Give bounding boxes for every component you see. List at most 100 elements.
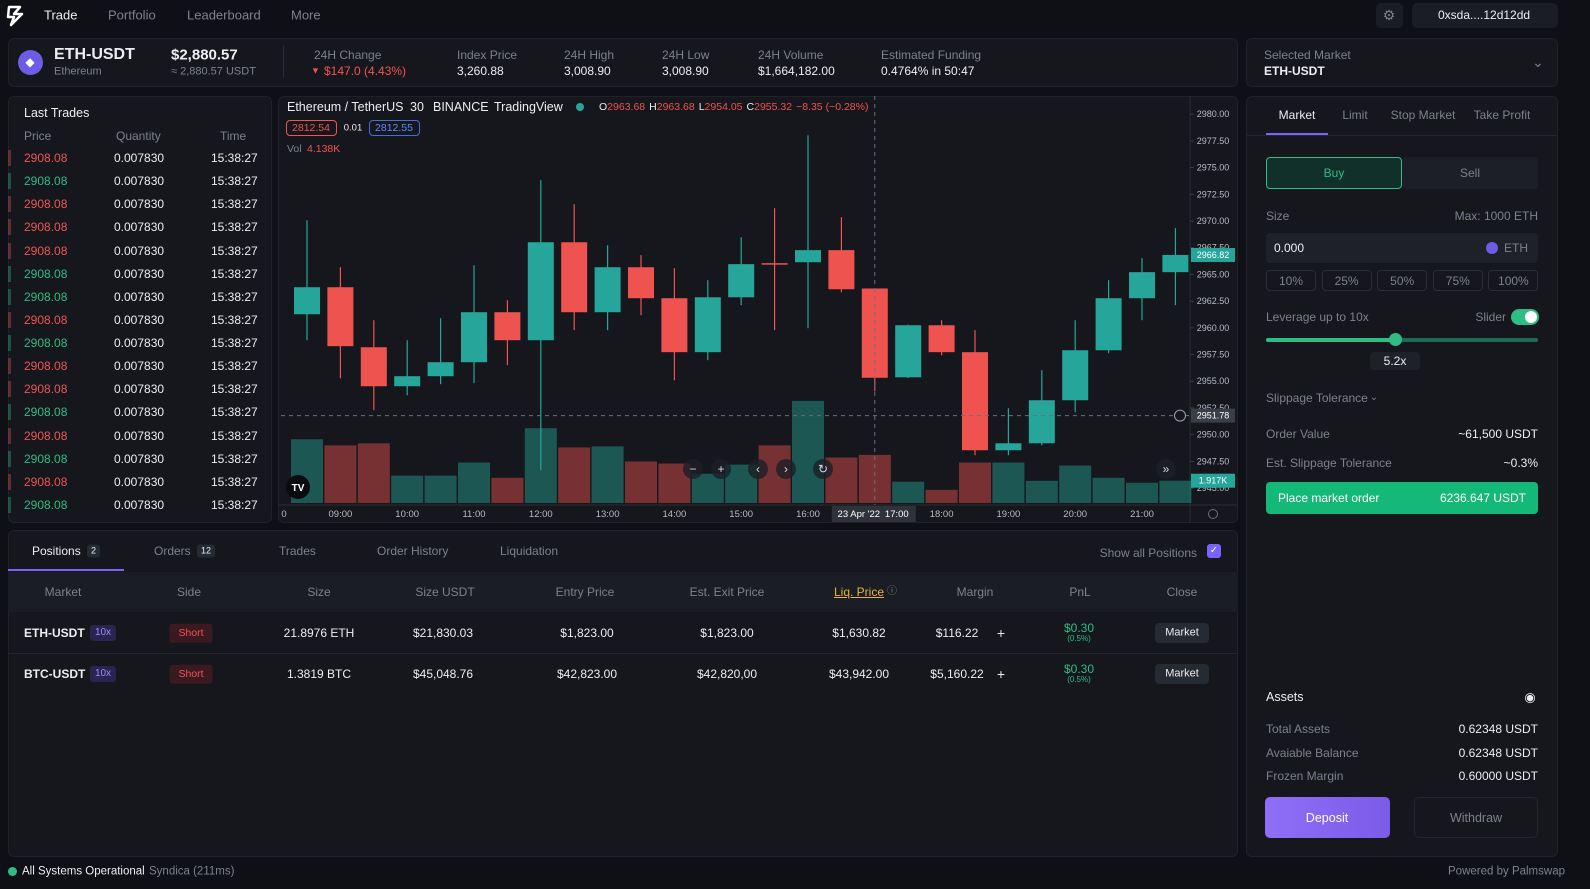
show-all-checkbox[interactable] [1207, 544, 1221, 558]
trade-quantity: 0.007830 [114, 359, 165, 374]
order-tab[interactable]: Stop Market [1390, 108, 1456, 122]
price-button[interactable] [286, 120, 337, 136]
volume-bar [1092, 477, 1125, 503]
settings-button[interactable] [1376, 3, 1403, 28]
candle-body [1162, 254, 1189, 273]
volume-bar [792, 400, 824, 503]
close-button[interactable] [1155, 664, 1209, 684]
close-button[interactable] [1155, 623, 1209, 643]
leverage-thumb[interactable] [1389, 333, 1402, 346]
volume-bar [491, 477, 524, 503]
tab[interactable]: Liquidation [500, 544, 559, 558]
percent-button[interactable] [1377, 270, 1428, 291]
asset-value: 0.62348 USDT [1458, 745, 1538, 760]
column-header[interactable]: Liq. Price [833, 585, 885, 599]
eye-icon[interactable]: ◉ [1524, 689, 1536, 705]
column-header: Time [220, 129, 247, 143]
volume-bar [591, 446, 624, 503]
tab[interactable]: Trades [279, 544, 316, 558]
market-selector[interactable] [1246, 38, 1558, 87]
order-tab[interactable]: Market [1278, 108, 1316, 122]
nav-item[interactable]: More [291, 7, 321, 23]
percent-label: 10% [1278, 274, 1304, 288]
sell-button[interactable] [1402, 157, 1538, 189]
x-tick-label: 11:00 [462, 509, 485, 520]
place-order-button[interactable] [1266, 482, 1538, 514]
chart-control [776, 459, 796, 479]
y-tick-label: 2952.50 [1197, 403, 1230, 413]
buy-button[interactable] [1266, 157, 1402, 189]
trade-quantity: 0.007830 [114, 289, 165, 304]
add-margin[interactable]: + [996, 666, 1006, 682]
nav-item[interactable]: Trade [44, 7, 78, 23]
trade-time: 15:38:27 [211, 220, 258, 235]
trade-quantity: 0.007830 [114, 220, 165, 235]
candle-body [1028, 400, 1055, 444]
trade-quantity: 0.007830 [114, 312, 165, 327]
volume-bar [324, 445, 357, 503]
asset-value: 0.60000 USDT [1458, 769, 1538, 783]
est-slippage: ~0.3% [1503, 456, 1538, 470]
slippage-toggle[interactable]: Slippage Tolerance [1266, 391, 1368, 405]
asset-label: Frozen Margin [1266, 769, 1344, 783]
chart-control [748, 459, 768, 479]
volume-bar [1126, 482, 1158, 503]
tab[interactable]: Positions [32, 544, 81, 558]
leverage-badge: 10x [89, 625, 117, 641]
asset-value: 0.62348 USDT [1458, 722, 1538, 736]
column-header: Margin [956, 585, 994, 599]
cell-size-usdt: $21,830.03 [412, 626, 474, 640]
asset-label: Avaiable Balance [1266, 745, 1359, 760]
legend-value: 2963.68 [607, 100, 646, 113]
place-order-value: 6236.647 USDT [1439, 491, 1526, 505]
column-header: Side [176, 585, 202, 599]
withdraw-button[interactable] [1414, 797, 1538, 838]
wallet-button[interactable] [1412, 3, 1558, 28]
place-order-label: Place market order [1278, 491, 1380, 505]
trade-quantity: 0.007830 [114, 497, 165, 512]
legend-change: −8.35 (−0.28%) [796, 100, 869, 113]
x-tick-label: 09:00 [329, 509, 353, 520]
price-button[interactable] [369, 120, 420, 136]
slippage-chevron: ⌄ [1369, 392, 1379, 403]
y-tick-label: 2947.50 [1197, 456, 1230, 466]
percent-button[interactable] [1321, 270, 1372, 291]
percent-label: 75% [1445, 274, 1470, 288]
add-margin[interactable]: + [996, 625, 1006, 641]
candle-body [427, 362, 454, 377]
percent-button[interactable] [1488, 270, 1539, 291]
trade-time: 15:38:27 [211, 312, 258, 327]
candle-body [795, 250, 821, 263]
order-tab[interactable]: Take Profit [1473, 108, 1531, 122]
nav-item[interactable]: Portfolio [108, 7, 156, 23]
tab[interactable]: Orders [154, 544, 191, 558]
cell-margin: $5,160.22 [930, 667, 984, 681]
legend-key: O [599, 100, 608, 113]
nav-item[interactable]: Leaderboard [187, 7, 261, 23]
slider-label: Slider [1475, 310, 1506, 324]
percent-button[interactable] [1432, 270, 1483, 291]
cell-size: 1.3819 BTC [286, 667, 352, 681]
side-indicator [8, 358, 11, 375]
trade-time: 15:38:27 [211, 243, 258, 258]
percent-button[interactable] [1266, 270, 1316, 291]
crosshair-price-box [1191, 408, 1235, 423]
legend-key: H [649, 100, 657, 113]
candle-body [1129, 272, 1155, 299]
volume-bar [625, 461, 657, 503]
deposit-button[interactable] [1265, 797, 1390, 838]
pnl: $0.30 [1063, 621, 1095, 635]
candle-body [828, 250, 855, 290]
trade-time: 15:38:27 [211, 289, 258, 304]
volume-bar [1159, 480, 1192, 503]
logo[interactable] [5, 3, 27, 27]
selected-value: ETH-USDT [1264, 64, 1325, 78]
candle-body [728, 264, 755, 298]
tab[interactable]: Order History [377, 544, 449, 558]
candle-body [360, 347, 387, 387]
order-tab[interactable]: Limit [1342, 108, 1368, 122]
candle-body [294, 287, 320, 315]
y-tick-label: 2977.50 [1197, 136, 1230, 146]
stat-label: 24H Low [662, 48, 710, 62]
y-tick-label: 2960.00 [1197, 323, 1230, 333]
